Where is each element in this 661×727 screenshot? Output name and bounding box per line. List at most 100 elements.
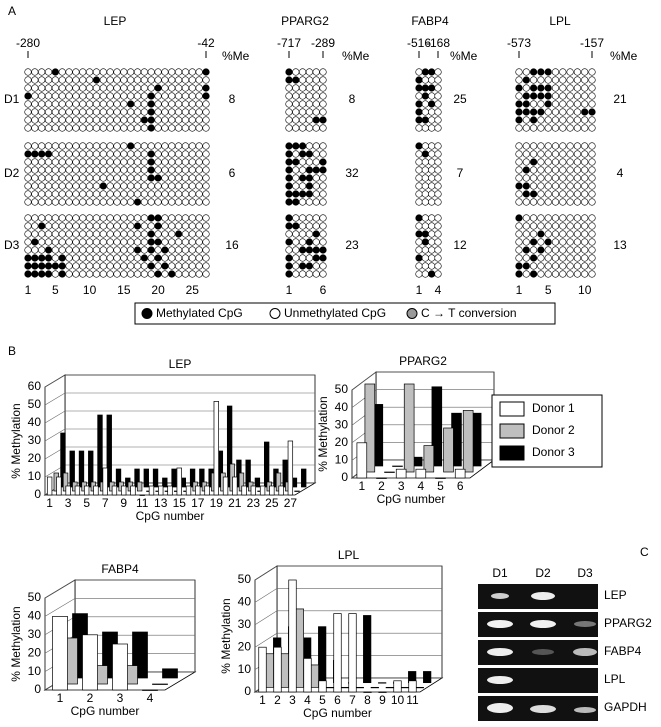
methylated-cpg (530, 190, 537, 198)
bar (65, 485, 71, 496)
unmethylated-cpg (566, 214, 574, 222)
unmethylated-cpg (140, 108, 148, 116)
unmethylated-cpg (154, 68, 162, 76)
unmethylated-cpg (72, 198, 80, 206)
unmethylated-cpg (566, 166, 574, 174)
methylated-cpg (285, 68, 293, 76)
unmethylated-cpg (38, 142, 46, 150)
unmethylated-cpg (188, 166, 196, 174)
unmethylated-cpg (434, 92, 442, 100)
methylated-cpg (319, 254, 327, 262)
unmethylated-cpg (127, 116, 135, 124)
unmethylated-cpg (127, 254, 135, 262)
unmethylated-cpg (72, 76, 80, 84)
unmethylated-cpg (168, 230, 176, 238)
unmethylated-cpg (127, 84, 135, 92)
unmethylated-cpg (72, 174, 80, 182)
unmethylated-cpg (51, 222, 59, 230)
unmethylated-cpg (38, 92, 46, 100)
bar (415, 468, 427, 479)
unmethylated-cpg (415, 246, 423, 254)
percent-methylation: 21 (613, 92, 627, 106)
unmethylated-cpg (106, 124, 114, 132)
unmethylated-cpg (113, 230, 121, 238)
unmethylated-cpg (161, 84, 169, 92)
unmethylated-cpg (312, 92, 320, 100)
unmethylated-cpg (168, 174, 176, 182)
methylated-cpg (147, 150, 155, 158)
bar (88, 450, 94, 488)
methylated-cpg (530, 92, 537, 100)
unmethylated-cpg (106, 238, 114, 246)
gel-band (574, 621, 596, 627)
unmethylated-cpg (127, 222, 135, 230)
bar (162, 668, 178, 679)
x-tick-label: 19 (210, 496, 224, 510)
unmethylated-cpg (106, 142, 114, 150)
unmethylated-cpg (319, 124, 327, 132)
methylated-cpg (285, 270, 293, 278)
unmethylated-cpg (168, 150, 176, 158)
unmethylated-cpg (72, 190, 80, 198)
unmethylated-cpg (188, 230, 196, 238)
bar (269, 485, 275, 496)
unmethylated-cpg (154, 142, 162, 150)
unmethylated-cpg (86, 182, 94, 190)
unmethylated-cpg (202, 182, 210, 190)
unmethylated-cpg (51, 166, 59, 174)
unmethylated-cpg (113, 174, 121, 182)
unmethylated-cpg (537, 150, 545, 158)
unmethylated-cpg (434, 100, 442, 108)
unmethylated-cpg (58, 214, 66, 222)
unmethylated-cpg (72, 214, 80, 222)
unmethylated-cpg (51, 198, 59, 206)
unmethylated-cpg (92, 166, 101, 174)
unmethylated-cpg (175, 254, 183, 262)
unmethylated-cpg (92, 92, 101, 100)
unmethylated-cpg (120, 100, 128, 108)
unmethylated-cpg (92, 68, 101, 76)
unmethylated-cpg (522, 150, 530, 158)
unmethylated-cpg (573, 76, 582, 84)
unmethylated-cpg (120, 166, 128, 174)
unmethylated-cpg (51, 124, 59, 132)
unmethylated-cpg (181, 262, 190, 270)
y-tick-label: 40 (238, 595, 252, 609)
x-tick-label: 8 (364, 693, 371, 707)
methylated-cpg (530, 108, 537, 116)
unmethylated-cpg (140, 222, 148, 230)
unmethylated-cpg (573, 230, 582, 238)
unmethylated-cpg (551, 92, 560, 100)
y-tick-label: 50 (335, 382, 349, 396)
unmethylated-cpg (559, 214, 567, 222)
methylated-cpg (530, 84, 537, 92)
unmethylated-cpg (312, 124, 320, 132)
unmethylated-cpg (44, 116, 53, 124)
unmethylated-cpg (515, 222, 523, 230)
methylated-cpg (299, 142, 306, 150)
bar (264, 441, 270, 488)
legend-label: C → T conversion (421, 306, 517, 320)
unmethylated-cpg (24, 190, 32, 198)
unmethylated-cpg (65, 214, 73, 222)
unmethylated-cpg (86, 108, 94, 116)
unmethylated-cpg (79, 68, 87, 76)
unmethylated-cpg (44, 158, 53, 166)
unmethylated-cpg (65, 238, 73, 246)
unmethylated-cpg (566, 246, 574, 254)
unmethylated-cpg (434, 222, 442, 230)
unmethylated-cpg (515, 198, 523, 206)
unmethylated-cpg (566, 254, 574, 262)
unmethylated-cpg (86, 84, 94, 92)
unmethylated-cpg (51, 76, 59, 84)
unmethylated-cpg (51, 230, 59, 238)
methylated-cpg (537, 84, 545, 92)
y-tick-label: 30 (335, 417, 349, 431)
unmethylated-cpg (421, 100, 429, 108)
bar (46, 476, 53, 496)
unmethylated-cpg (106, 174, 114, 182)
bar (378, 682, 387, 684)
gel-row-label: LPL (604, 672, 626, 686)
methylated-cpg (523, 246, 530, 254)
unmethylated-cpg (581, 198, 589, 206)
